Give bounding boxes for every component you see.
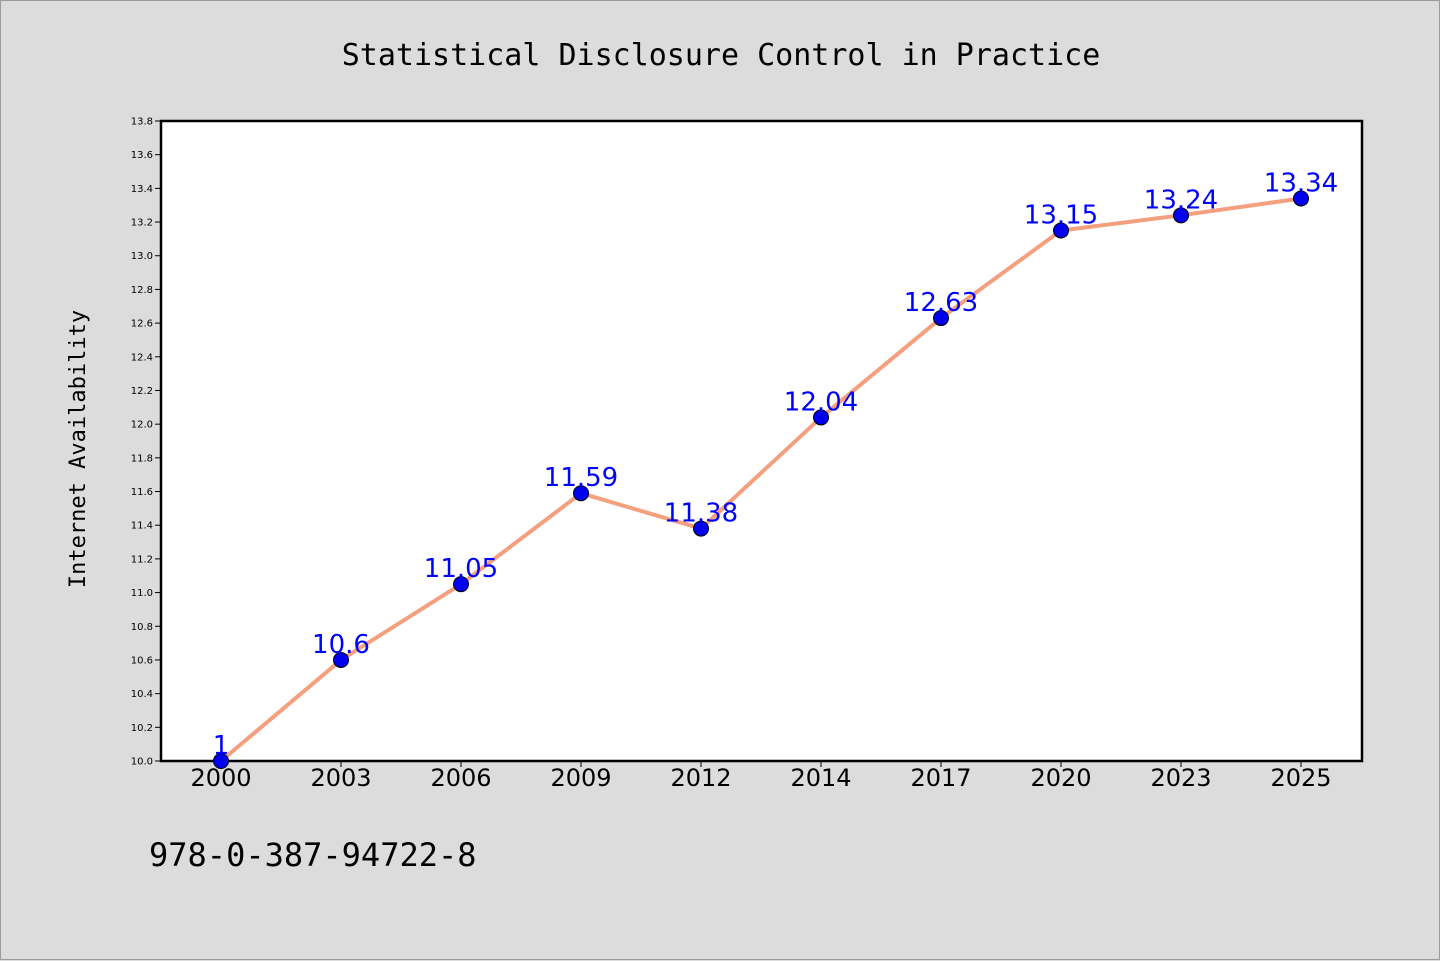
x-tick-label: 2025 xyxy=(1270,764,1331,792)
data-labels: 1 10.6 11.05 11.59 11.38 12.04 12.63 13.15 13.24… xyxy=(213,168,1338,761)
data-label: 11.05 xyxy=(424,554,498,584)
data-label: 1 xyxy=(213,731,230,761)
data-point xyxy=(453,576,469,593)
data-point xyxy=(693,520,709,537)
data-series xyxy=(213,190,1309,769)
y-tick-label: 12.4 xyxy=(131,352,153,363)
y-tick-label: 13.0 xyxy=(131,251,153,262)
y-axis-label: Internet Availability xyxy=(66,310,91,588)
data-label: 11.59 xyxy=(544,463,618,493)
y-tick-label: 13.6 xyxy=(131,150,153,161)
data-point xyxy=(933,310,949,327)
data-label: 10.6 xyxy=(312,630,370,660)
x-tick-label: 2017 xyxy=(910,764,971,792)
x-tick-label: 2020 xyxy=(1030,764,1091,792)
y-tick-label: 12.6 xyxy=(131,319,153,330)
data-point xyxy=(1053,222,1069,239)
data-label: 13.34 xyxy=(1264,168,1338,198)
y-tick-label: 11.0 xyxy=(131,588,153,599)
data-label: 13.24 xyxy=(1144,185,1218,215)
data-label: 11.38 xyxy=(664,499,738,529)
chart-title: Statistical Disclosure Control in Practi… xyxy=(342,38,1101,73)
y-tick-label: 12.8 xyxy=(131,285,153,296)
x-tick-label: 2014 xyxy=(790,764,851,792)
isbn-text: 978-0-387-94722-8 xyxy=(149,836,477,874)
y-tick-label: 11.4 xyxy=(131,521,153,532)
y-tick-label: 13.8 xyxy=(131,117,153,128)
y-tick-label: 12.2 xyxy=(131,386,153,397)
y-tick-label: 10.2 xyxy=(131,723,153,734)
data-point xyxy=(1173,207,1189,224)
x-tick-label: 2023 xyxy=(1150,764,1211,792)
y-axis-ticks: 10.0 10.2 10.4 10.6 10.8 11.0 11.2 11.4 11.6 11.8… xyxy=(131,117,161,768)
y-tick-label: 11.8 xyxy=(131,453,153,464)
data-label: 13.15 xyxy=(1024,200,1098,230)
data-label: 12.63 xyxy=(904,288,978,318)
series-line xyxy=(219,196,1303,763)
x-axis-ticks: 2000 2003 2006 2009 2012 2014 2017 2020 2023 2025 xyxy=(190,761,1332,792)
x-tick-label: 2003 xyxy=(310,764,371,792)
data-point xyxy=(1293,190,1309,207)
x-tick-label: 2012 xyxy=(670,764,731,792)
data-label: 12.04 xyxy=(784,387,858,417)
y-tick-label: 10.8 xyxy=(131,622,153,633)
y-tick-label: 12.0 xyxy=(131,420,153,431)
y-tick-label: 13.2 xyxy=(131,218,153,229)
x-tick-label: 2009 xyxy=(550,764,611,792)
x-tick-label: 2006 xyxy=(430,764,491,792)
y-tick-label: 10.4 xyxy=(131,689,153,700)
y-tick-label: 11.2 xyxy=(131,554,153,565)
y-tick-label: 13.4 xyxy=(131,184,153,195)
y-tick-label: 11.6 xyxy=(131,487,153,498)
y-tick-label: 10.6 xyxy=(131,655,153,666)
data-point xyxy=(213,753,229,769)
plot-area xyxy=(159,119,1364,763)
data-point xyxy=(333,651,349,668)
data-point xyxy=(813,409,829,426)
data-point xyxy=(573,485,589,502)
y-tick-label: 10.0 xyxy=(131,757,153,768)
